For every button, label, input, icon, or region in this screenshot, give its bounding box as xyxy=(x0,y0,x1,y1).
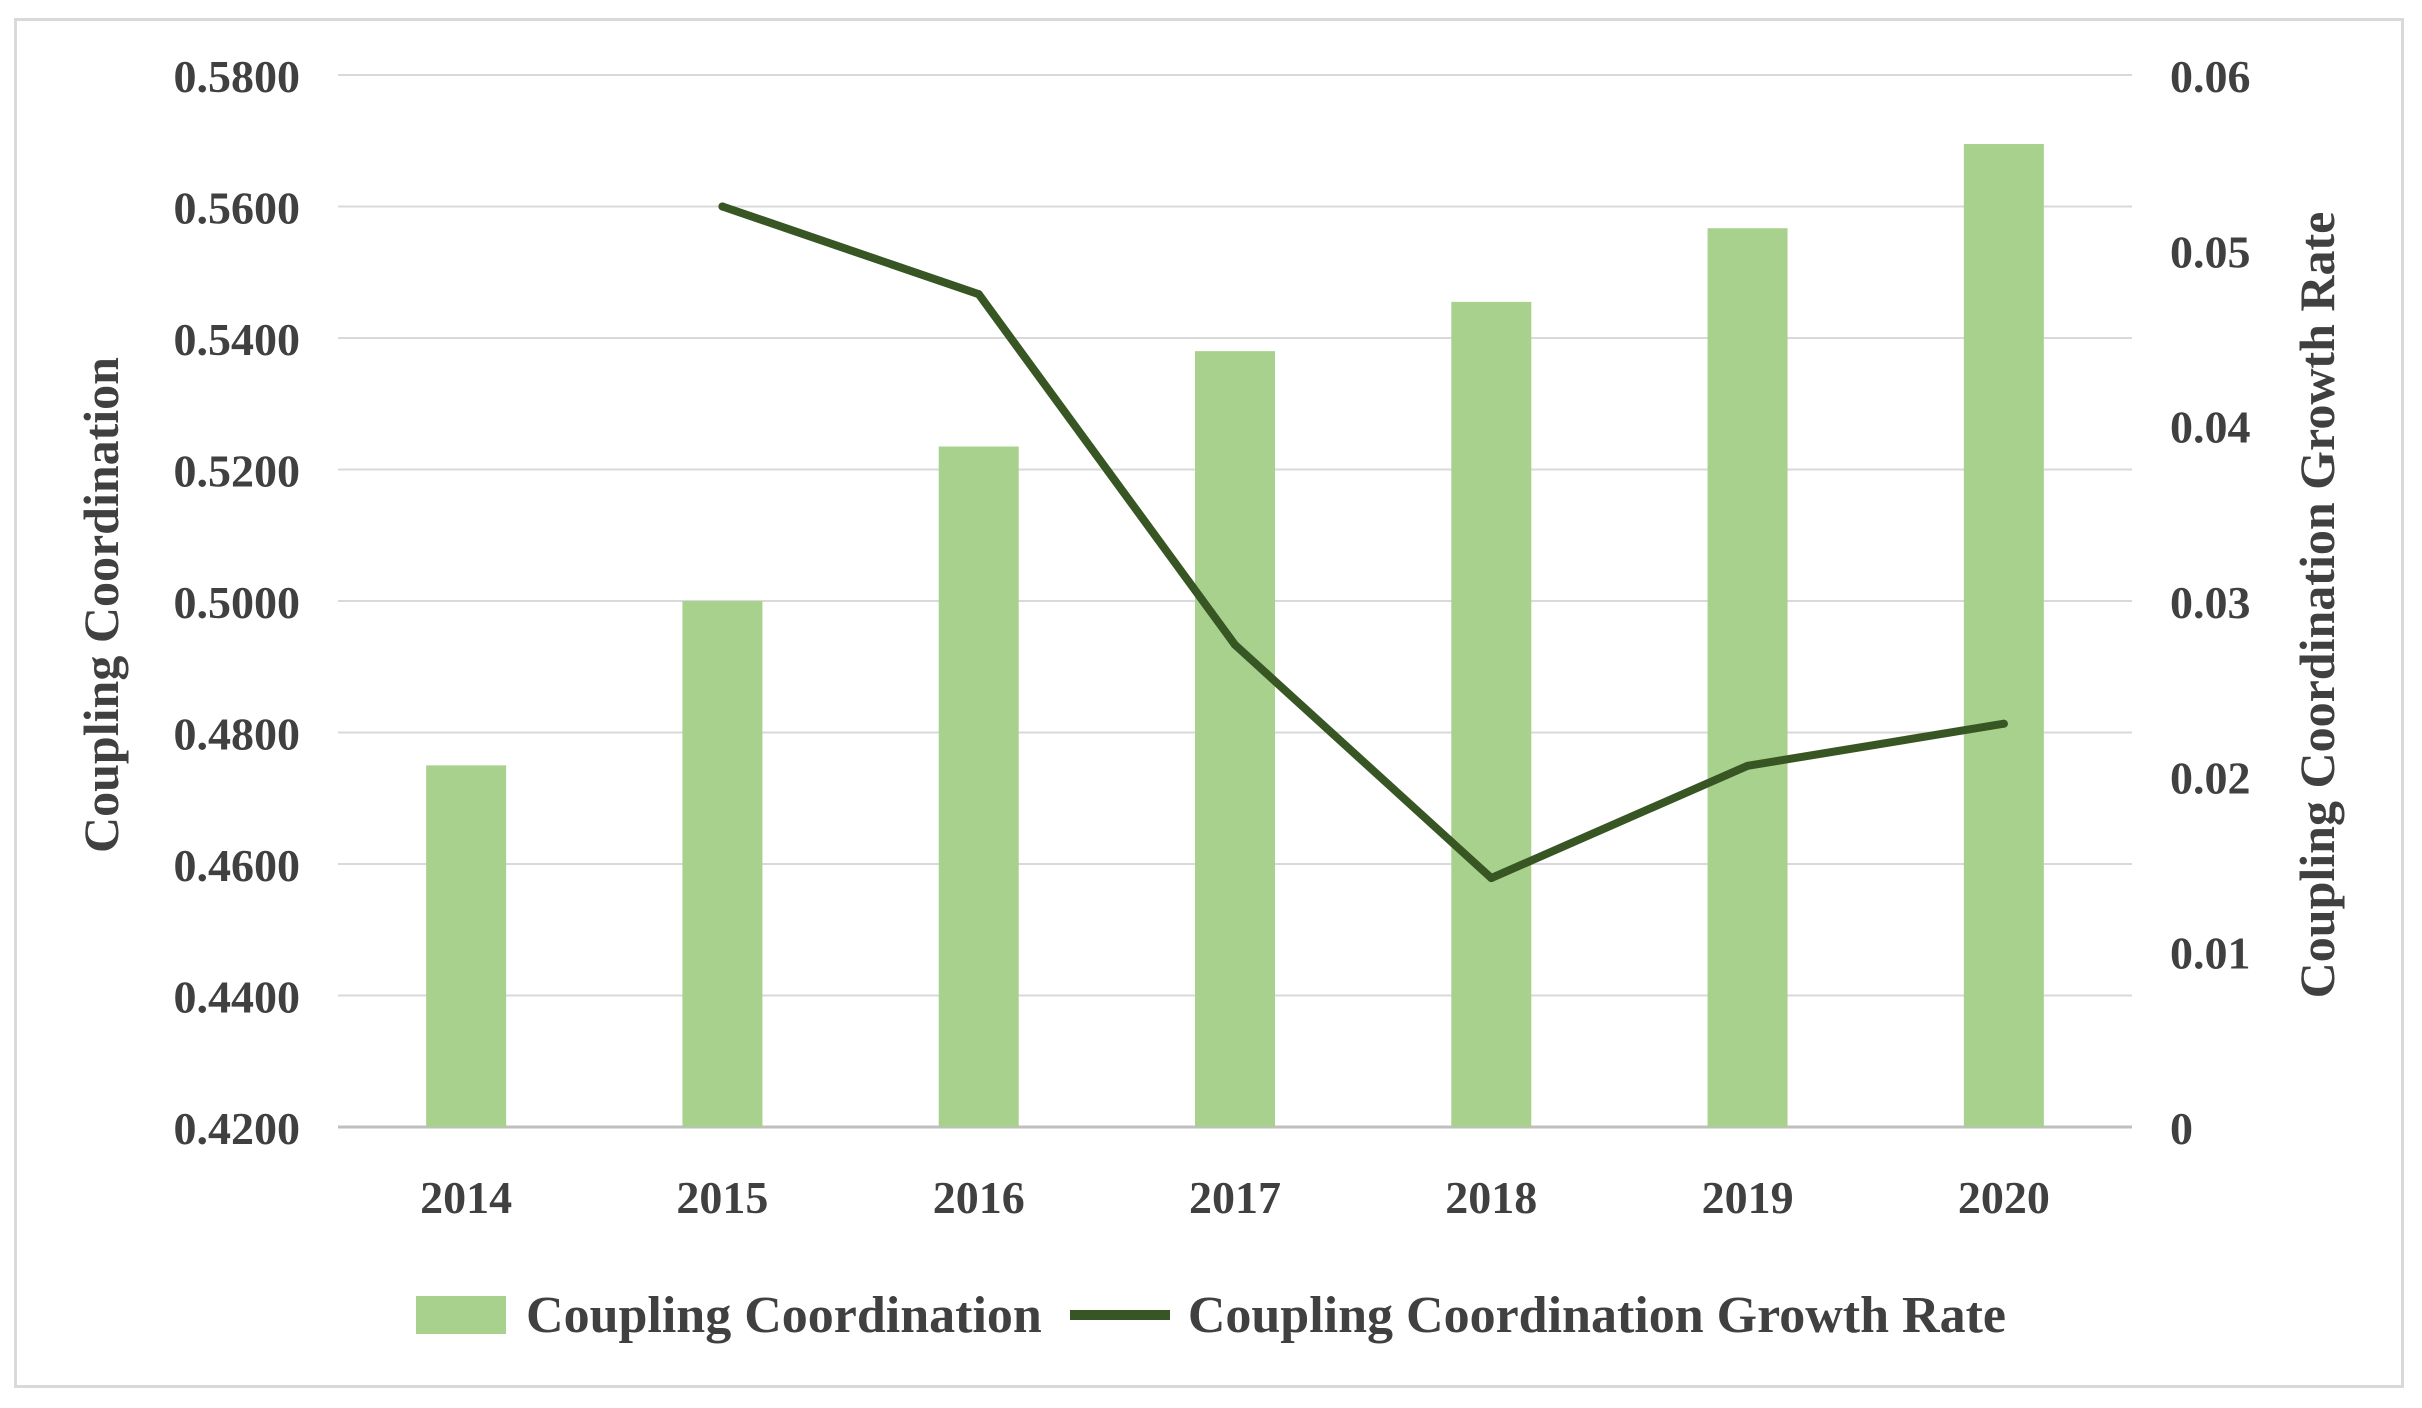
legend: Coupling Coordination Coupling Coordinat… xyxy=(0,1280,2422,1350)
right-tick-label: 0.04 xyxy=(2170,402,2251,453)
bar-2020 xyxy=(1963,144,2044,1128)
x-tick-label: 2018 xyxy=(1445,1172,1537,1223)
left-tick-label: 0.5200 xyxy=(174,446,301,497)
left-tick-label: 0.5800 xyxy=(174,51,301,102)
x-axis-ticks: 2014 2015 2016 2017 2018 2019 2020 xyxy=(420,1172,2050,1223)
legend-line-label: Coupling Coordination Growth Rate xyxy=(1187,1286,2006,1344)
legend-bar-label: Coupling Coordination xyxy=(526,1286,1042,1344)
growth-rate-line xyxy=(718,202,2008,883)
x-tick-label: 2015 xyxy=(676,1172,768,1223)
bar-2015 xyxy=(682,601,763,1127)
legend-line-swatch xyxy=(1069,1310,1170,1320)
bar-2016 xyxy=(938,446,1019,1127)
right-tick-label: 0.06 xyxy=(2170,51,2251,102)
left-axis-title: Coupling Coordination xyxy=(73,357,129,853)
left-tick-label: 0.4400 xyxy=(174,972,301,1023)
bar-2014 xyxy=(426,765,507,1127)
legend-bar-swatch xyxy=(416,1296,507,1334)
x-tick-label: 2019 xyxy=(1702,1172,1794,1223)
left-tick-label: 0.4800 xyxy=(174,709,301,760)
left-tick-label: 0.5600 xyxy=(174,183,301,234)
legend-item-bar: Coupling Coordination xyxy=(416,1286,1042,1345)
right-tick-label: 0 xyxy=(2170,1103,2193,1154)
line-point-2018 xyxy=(1487,874,1496,883)
legend-item-line: Coupling Coordination Growth Rate xyxy=(1069,1286,2006,1345)
line-point-2017 xyxy=(1231,640,1239,649)
x-tick-label: 2020 xyxy=(1958,1172,2050,1223)
bar-2017 xyxy=(1195,351,1275,1127)
x-tick-label: 2017 xyxy=(1189,1172,1281,1223)
line-point-2015 xyxy=(718,202,727,211)
x-tick-label: 2014 xyxy=(420,1172,512,1223)
left-tick-label: 0.4600 xyxy=(174,840,301,891)
right-tick-label: 0.01 xyxy=(2170,928,2251,979)
right-tick-label: 0.02 xyxy=(2170,752,2251,803)
right-axis-ticks: 0 0.01 0.02 0.03 0.04 0.05 0.06 xyxy=(2170,51,2251,1154)
line-point-2016 xyxy=(974,290,983,299)
bar-2019 xyxy=(1707,228,1788,1127)
line-series xyxy=(718,202,2008,883)
bar-2018 xyxy=(1451,301,1532,1127)
left-tick-label: 0.5000 xyxy=(174,577,301,628)
bar-series xyxy=(426,144,2044,1128)
right-tick-label: 0.03 xyxy=(2170,577,2251,628)
right-tick-label: 0.05 xyxy=(2170,226,2251,277)
line-point-2020 xyxy=(1999,719,2008,728)
right-axis-title: Coupling Coordination Growth Rate xyxy=(2289,212,2345,999)
left-tick-label: 0.5400 xyxy=(174,314,301,365)
line-point-2019 xyxy=(1743,761,1752,770)
left-axis-ticks: 0.4200 0.4400 0.4600 0.4800 0.5000 0.5200 0.54… xyxy=(174,51,301,1154)
left-tick-label: 0.4200 xyxy=(174,1103,301,1154)
x-tick-label: 2016 xyxy=(933,1172,1025,1223)
